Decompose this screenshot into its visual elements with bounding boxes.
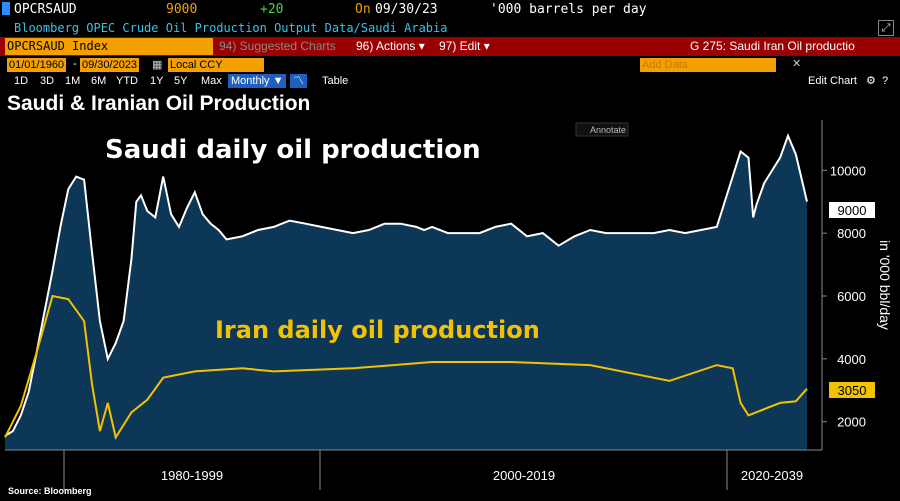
x-section-label-1980: 1980-1999	[161, 468, 223, 483]
settings-icon[interactable]: ⚙	[866, 75, 876, 87]
source-label: Source: Bloomberg	[8, 486, 92, 496]
annotate-button[interactable]: Annotate	[575, 122, 629, 137]
date-range-row: 01/01/1960 - 09/30/2023 ▦ Local CCY Add …	[0, 57, 900, 73]
period-6m[interactable]: 6M	[91, 75, 107, 87]
last-value: 9000	[166, 2, 198, 17]
add-data-field[interactable]: Add Data	[640, 58, 776, 72]
ticker-label: OPCRSAUD	[14, 2, 77, 17]
period-5y[interactable]: 5Y	[174, 75, 188, 87]
iran-annotation: Iran daily oil production	[215, 316, 540, 344]
x-section-label-2000: 2000-2019	[493, 468, 555, 483]
help-icon[interactable]: ?	[882, 75, 889, 87]
suggested-charts-button[interactable]: 94) Suggested Charts	[219, 39, 336, 53]
period-max[interactable]: Max	[201, 75, 222, 87]
y-tick-label: 6000	[837, 289, 866, 304]
iran-last-value-box	[829, 382, 875, 398]
saudi-series-line	[4, 132, 808, 437]
line-chart-icon[interactable]: 〽	[290, 74, 307, 88]
y-tick-label: 4000	[837, 352, 866, 367]
security-field[interactable]: OPCRSAUD Index	[5, 38, 213, 55]
change-value: +20	[260, 2, 284, 17]
ticker-marker	[2, 2, 10, 15]
period-ytd[interactable]: YTD	[116, 75, 138, 87]
frequency-select[interactable]: Monthly ▼	[228, 74, 287, 88]
chart-title: Saudi & Iranian Oil Production	[7, 92, 311, 115]
end-date-field[interactable]: 09/30/2023	[80, 58, 140, 72]
period-row: 1D 3D 1M 6M YTD 1Y 5Y Max Monthly ▼ 〽 Ta…	[0, 73, 900, 89]
y-tick-label: 8000	[837, 226, 866, 241]
on-label: On	[355, 2, 371, 17]
currency-field[interactable]: Local CCY	[168, 58, 264, 72]
period-1y[interactable]: 1Y	[150, 75, 164, 87]
y-tick-label: 2000	[837, 415, 866, 430]
saudi-last-value: 9000	[838, 203, 867, 218]
period-1m[interactable]: 1M	[65, 75, 81, 87]
date-dash: -	[73, 58, 77, 70]
actions-button[interactable]: 96) Actions ▾	[356, 39, 425, 53]
date-value: 09/30/23	[375, 2, 438, 17]
start-date-field[interactable]: 01/01/1960	[7, 58, 67, 72]
saudi-annotation: Saudi daily oil production	[105, 135, 481, 165]
units-label: '000 barrels per day	[490, 2, 647, 17]
annotate-label: Annotate	[590, 125, 626, 135]
period-1d[interactable]: 1D	[14, 75, 29, 87]
saudi-last-value-box	[829, 202, 875, 218]
calendar-icon[interactable]: ▦	[152, 59, 163, 71]
x-section-label-2020: 2020-2039	[741, 468, 803, 483]
add-data-clear-icon[interactable]: ✕	[792, 58, 802, 70]
iran-last-value: 3050	[838, 383, 867, 398]
table-button[interactable]: Table	[322, 75, 349, 87]
toolbar: OPCRSAUD Index 94) Suggested Charts 96) …	[0, 37, 900, 56]
y-tick-label: 10000	[830, 163, 866, 178]
chart-name: G 275: Saudi Iran Oil productio	[690, 39, 855, 53]
security-header: OPCRSAUD 9000 +20 On 09/30/23 '000 barre…	[0, 0, 900, 19]
y-axis-label: in '000 bbl/day	[877, 240, 893, 330]
iran-series-line	[4, 294, 808, 440]
expand-icon[interactable]: ⤢	[878, 20, 894, 36]
edit-button[interactable]: 97) Edit ▾	[439, 39, 490, 53]
description-row: Bloomberg OPEC Crude Oil Production Outp…	[0, 19, 900, 37]
security-description: Bloomberg OPEC Crude Oil Production Outp…	[14, 21, 448, 35]
period-3d[interactable]: 3D	[40, 75, 55, 87]
edit-chart-button[interactable]: Edit Chart	[808, 75, 857, 87]
